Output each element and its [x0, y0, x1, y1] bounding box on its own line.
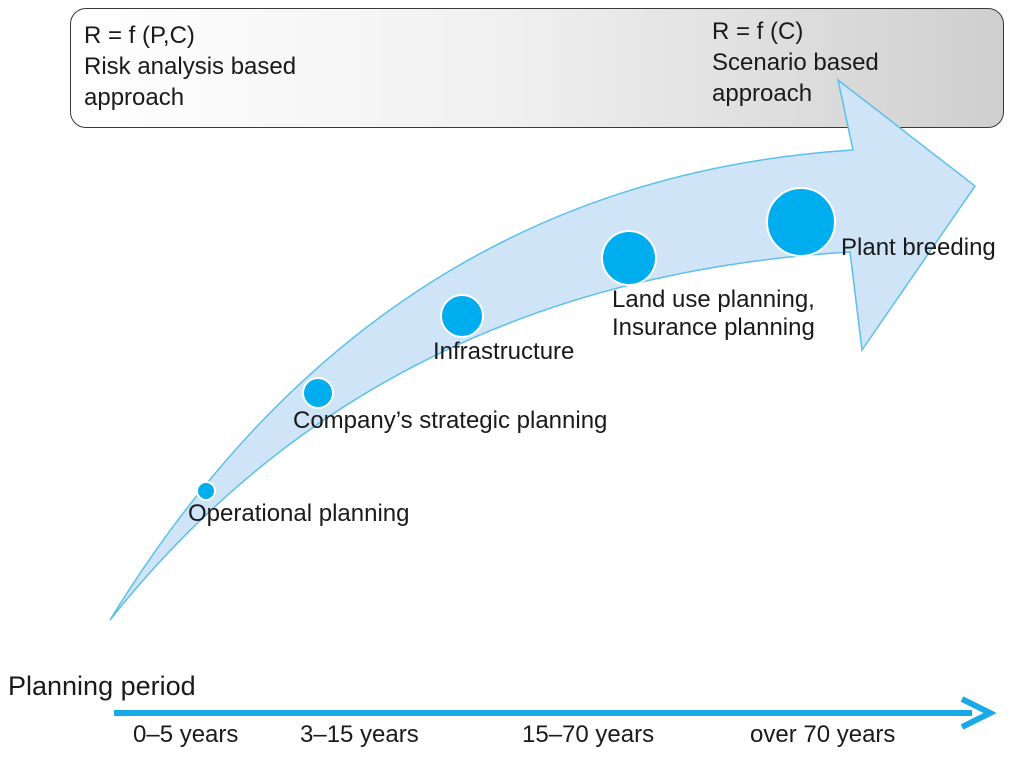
risk-approach-line1: Risk analysis based [84, 53, 297, 80]
scenario-approach-line1: Scenario based [712, 49, 879, 76]
timeline-tick-3: over 70 years [750, 721, 896, 748]
stage-label-land-use-line1: Land use planning, [612, 286, 815, 313]
scenario-approach-text: R = f (C) Scenario based approach [712, 16, 879, 109]
stage-label-infrastructure: Infrastructure [433, 338, 575, 365]
stage-dot-plant-breeding [766, 187, 836, 257]
timeline-tick-2: 15–70 years [522, 721, 655, 748]
stage-dot-infrastructure [440, 294, 484, 338]
risk-formula: R = f (P,C) [84, 22, 195, 49]
risk-analysis-approach-text: R = f (P,C) Risk analysis based approach [84, 20, 296, 113]
timeline-tick-0: 0–5 years [133, 721, 239, 748]
timeline-tick-1: 3–15 years [300, 721, 419, 748]
scenario-approach-line2: approach [712, 80, 813, 107]
curved-progress-arrow [109, 78, 977, 621]
stage-label-land-use: Land use planning, Insurance planning [612, 286, 815, 342]
stage-dot-strategic [302, 377, 334, 409]
stage-label-land-use-line2: Insurance planning [612, 314, 815, 341]
stage-dot-land-use [601, 230, 657, 286]
stage-label-strategic: Company’s strategic planning [293, 407, 608, 434]
scenario-formula: R = f (C) [712, 18, 804, 45]
stage-label-operational: Operational planning [188, 500, 410, 527]
planning-period-title: Planning period [8, 671, 196, 701]
stage-dot-operational [196, 481, 216, 501]
stage-label-plant-breeding: Plant breeding [841, 234, 996, 261]
risk-approach-line2: approach [84, 84, 185, 111]
timeline-arrowhead [960, 696, 997, 730]
